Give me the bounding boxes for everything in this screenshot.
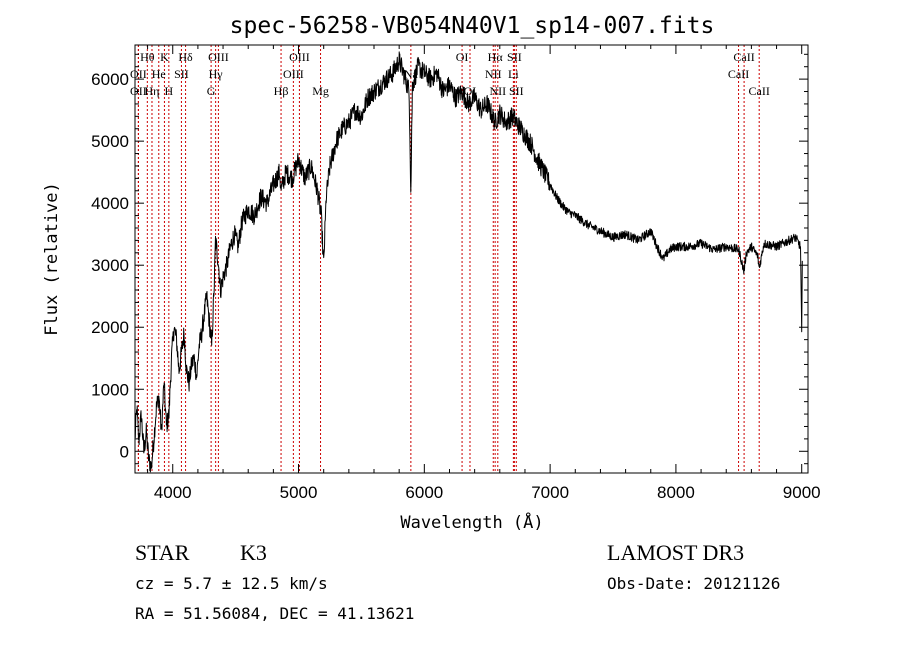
line-marker-label: OIII	[208, 50, 229, 64]
line-marker-label: Hη	[145, 84, 160, 98]
line-marker-label: NII	[489, 84, 506, 98]
spectrum-line	[134, 51, 803, 473]
x-tick-label: 4000	[154, 483, 192, 502]
x-tick-label: 6000	[405, 483, 443, 502]
line-marker-label: Hβ	[274, 84, 289, 98]
line-marker-label: Hγ	[209, 67, 224, 81]
redshift-text: cz = 5.7 ± 12.5 km/s	[135, 574, 328, 593]
line-marker-label: CaII	[749, 84, 770, 98]
y-axis-ticks: 0 1000 2000 3000 4000 5000 6000	[91, 53, 808, 465]
line-marker-label: Hδ	[178, 50, 193, 64]
line-marker-label: Hα	[488, 50, 504, 64]
y-tick-label: 0	[120, 442, 129, 461]
line-marker-label: Hθ	[140, 50, 155, 64]
line-marker-label: He	[152, 67, 166, 81]
object-type: STAR	[135, 540, 190, 565]
line-marker-label: SII	[174, 67, 189, 81]
line-marker-label: CaII	[728, 67, 749, 81]
x-tick-label: 5000	[280, 483, 318, 502]
y-tick-label: 2000	[91, 318, 129, 337]
obs-date: Obs-Date: 20121126	[607, 574, 780, 593]
line-marker-label: Li	[508, 67, 519, 81]
coordinates-text: RA = 51.56084, DEC = 41.13621	[135, 604, 414, 623]
plot-frame	[134, 44, 809, 474]
y-tick-label: 6000	[91, 70, 129, 89]
y-axis-label: Flux (relative)	[42, 182, 62, 336]
object-subclass: K3	[240, 540, 267, 565]
line-marker-label: SII	[509, 84, 524, 98]
line-marker-label: NII	[485, 67, 502, 81]
survey-name: LAMOST DR3	[607, 540, 744, 565]
x-axis-label: Wavelength (Å)	[400, 511, 543, 533]
y-tick-label: 1000	[91, 380, 129, 399]
line-marker-label: SII	[507, 50, 522, 64]
line-marker-label: OIII	[289, 50, 310, 64]
y-tick-label: 3000	[91, 256, 129, 275]
y-tick-label: 5000	[91, 132, 129, 151]
chart-title: spec-56258-VB054N40V1_sp14-007.fits	[230, 13, 715, 39]
line-marker-label: K	[160, 50, 169, 64]
line-marker-label: OII	[130, 84, 147, 98]
y-tick-label: 4000	[91, 194, 129, 213]
line-marker-label: Mg	[312, 84, 329, 98]
line-marker-label: OI	[456, 50, 469, 64]
x-tick-label: 9000	[783, 483, 821, 502]
line-marker-label: OII	[130, 67, 147, 81]
line-marker-label: OIII	[283, 67, 304, 81]
line-marker-label: CaII	[733, 50, 754, 64]
x-tick-label: 8000	[657, 483, 695, 502]
x-axis-ticks: 4000 5000 6000 7000 8000 9000	[147, 45, 821, 502]
line-marker-label: G	[207, 84, 216, 98]
x-tick-label: 7000	[531, 483, 569, 502]
line-marker-group	[137, 45, 760, 473]
line-marker-label: H	[165, 84, 174, 98]
